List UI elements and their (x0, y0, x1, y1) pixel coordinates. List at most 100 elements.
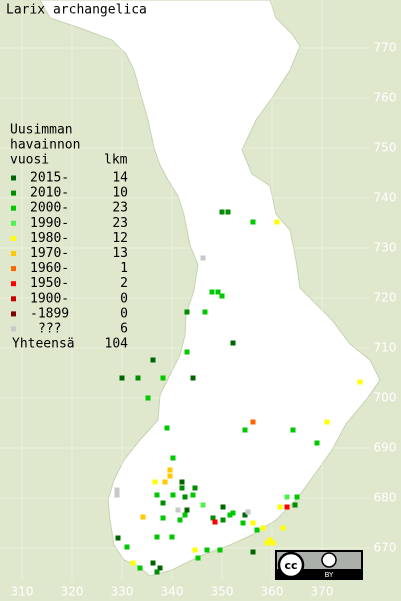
x-tick-label: 350 (211, 585, 234, 599)
observation (175, 507, 181, 513)
legend-swatch (11, 281, 16, 287)
observation (137, 565, 143, 571)
x-tick-label: 360 (261, 585, 284, 599)
legend-heading: Uusimman (10, 123, 73, 138)
observation (280, 525, 286, 531)
legend-count: 23 (112, 216, 128, 231)
legend-count: 10 (112, 186, 128, 201)
legend-swatch (11, 326, 16, 332)
y-tick-label: 670 (374, 541, 397, 555)
observation (190, 375, 196, 381)
legend-count-label: lkm (104, 153, 128, 168)
observation (140, 514, 146, 520)
legend-swatch (11, 190, 16, 196)
observation (242, 427, 248, 433)
y-tick-label: 720 (374, 291, 397, 305)
x-tick-label: 340 (161, 585, 184, 599)
observation (135, 375, 141, 381)
legend-swatch (11, 251, 16, 256)
legend-count: 14 (112, 171, 128, 186)
observation (215, 289, 221, 295)
legend-label: 2015- (30, 171, 69, 186)
y-tick-label: 740 (374, 191, 397, 205)
observation (114, 487, 120, 493)
legend-swatch (11, 296, 16, 302)
observation (192, 485, 198, 491)
observation (225, 209, 231, 215)
observation (152, 479, 158, 485)
title: Larix archangelica (6, 3, 147, 18)
legend-label: 1900- (30, 291, 69, 306)
legend-count: 0 (120, 291, 128, 306)
y-tick-label: 680 (374, 491, 397, 505)
observation (130, 560, 136, 566)
cc-logo: cc (284, 559, 297, 572)
observation (170, 455, 176, 461)
observation (150, 560, 156, 566)
observation (204, 547, 210, 553)
observation (154, 534, 160, 540)
observation (292, 502, 298, 508)
observation (220, 517, 226, 523)
observation (182, 494, 188, 500)
observation (167, 473, 173, 479)
observation (162, 479, 168, 485)
observation (179, 479, 185, 485)
y-tick-label: 760 (374, 91, 397, 105)
observation (200, 255, 206, 261)
by-icon (321, 552, 337, 568)
legend-swatch (11, 266, 16, 272)
x-tick-label: 320 (61, 585, 84, 599)
legend-label: -1899 (30, 306, 69, 321)
legend-swatch (11, 205, 16, 211)
observation (250, 549, 256, 555)
legend-column-label: vuosi (10, 153, 49, 168)
observation (200, 502, 206, 508)
observation (240, 520, 246, 526)
legend-swatch (11, 311, 16, 317)
y-tick-label: 750 (374, 141, 397, 155)
observation (267, 537, 273, 543)
legend-heading: havainnon (10, 138, 80, 153)
observation (160, 515, 166, 521)
observation (250, 419, 256, 425)
observation (184, 309, 190, 315)
observation (169, 534, 175, 540)
observation (294, 494, 300, 500)
observation (167, 467, 173, 473)
license-badge: cc BY (275, 550, 363, 580)
cc-circle (277, 551, 305, 579)
legend-label: 1980- (30, 231, 69, 246)
observation (250, 219, 256, 225)
x-tick-label: 330 (111, 585, 134, 599)
observation (245, 509, 251, 515)
observation (227, 512, 233, 518)
observation (114, 492, 120, 498)
legend-label: 1950- (30, 276, 69, 291)
legend-swatch (11, 235, 16, 241)
observation (195, 555, 201, 561)
observation (182, 512, 188, 518)
legend-total: 104 (105, 337, 129, 352)
observation (242, 512, 248, 518)
legend-label: 1990- (30, 216, 69, 231)
observation (154, 569, 160, 575)
observation (170, 492, 176, 498)
observation (190, 492, 196, 498)
observation (150, 357, 156, 363)
observation (217, 547, 223, 553)
y-tick-label: 710 (374, 341, 397, 355)
observation (160, 375, 166, 381)
observation (212, 519, 218, 525)
y-tick-label: 730 (374, 241, 397, 255)
observation (274, 219, 280, 225)
observation (160, 500, 166, 506)
observation (220, 504, 226, 510)
observation (230, 510, 236, 516)
observation (209, 289, 215, 295)
y-tick-label: 690 (374, 441, 397, 455)
x-tick-label: 370 (311, 585, 334, 599)
legend-label: 1970- (30, 246, 69, 261)
